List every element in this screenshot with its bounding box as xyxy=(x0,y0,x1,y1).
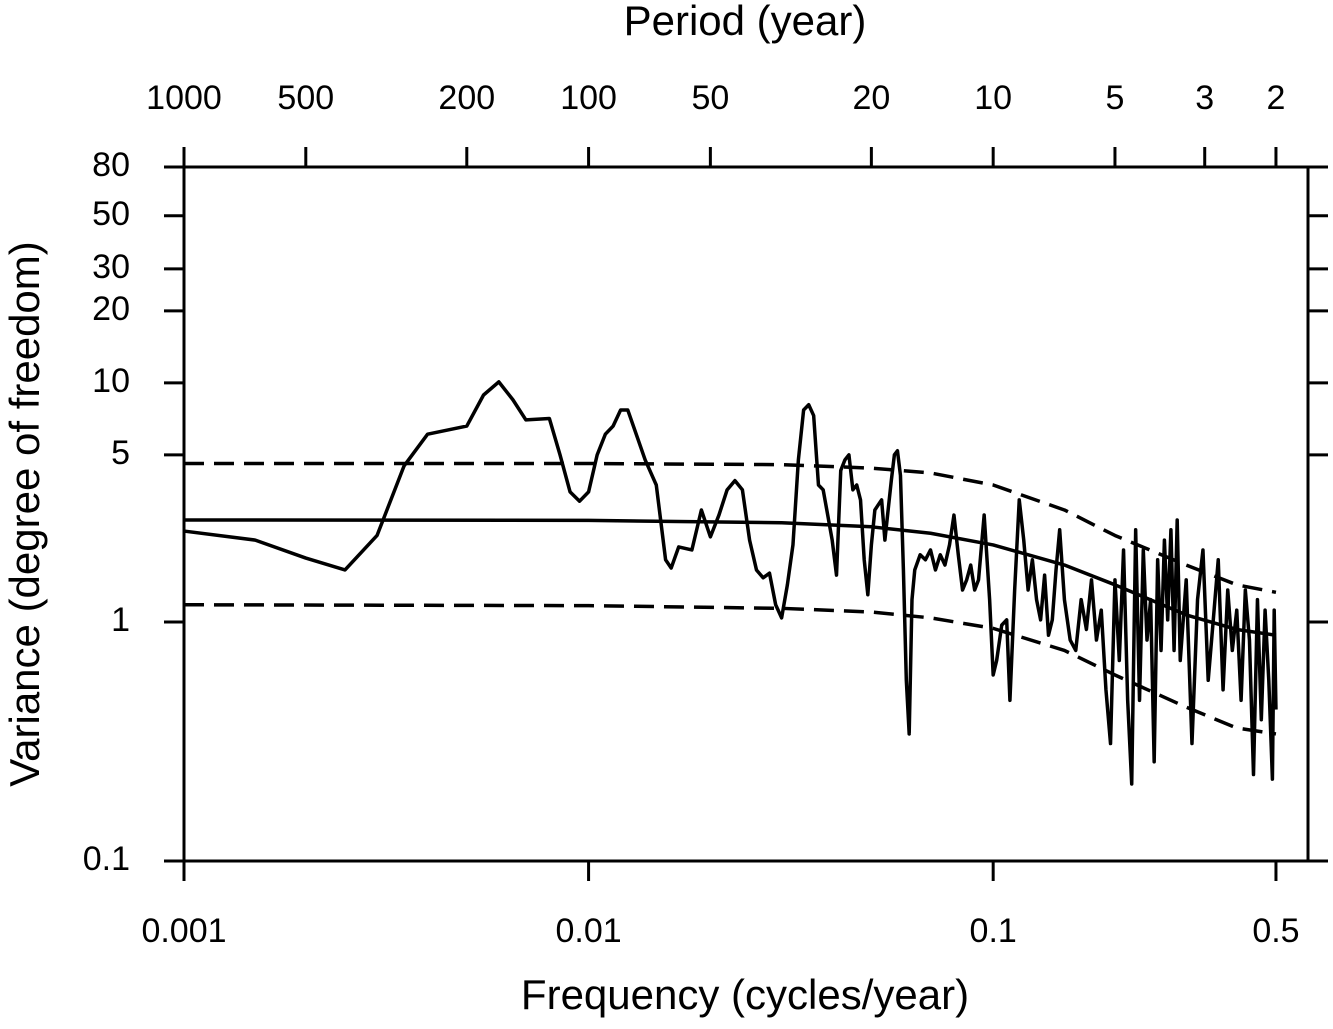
x-axis-title: Frequency (cycles/year) xyxy=(521,971,969,1018)
x2-tick-label: 10 xyxy=(974,79,1012,117)
x2-tick-label: 500 xyxy=(277,79,334,117)
x2-tick-label: 1000 xyxy=(146,79,222,117)
x-tick-label: 0.5 xyxy=(1252,912,1299,950)
x2-tick-label: 3 xyxy=(1195,79,1214,117)
x2-tick-label: 20 xyxy=(852,79,890,117)
dashed-line xyxy=(184,461,1277,595)
x2-tick-label: 200 xyxy=(438,79,495,117)
x2-tick-label: 5 xyxy=(1106,79,1125,117)
y-tick-label: 0.1 xyxy=(83,840,130,878)
x-tick-label: 0.1 xyxy=(970,912,1017,950)
y-tick-label: 30 xyxy=(92,248,130,286)
y-tick-label: 20 xyxy=(92,290,130,328)
x-tick-label: 0.001 xyxy=(141,912,226,950)
series-line xyxy=(183,518,1277,637)
x2-axis-title: Period (year) xyxy=(624,0,867,44)
x2-tick-label: 50 xyxy=(691,79,729,117)
x2-tick-label: 2 xyxy=(1267,79,1286,117)
y-axis-title: Variance (degree of freedom) xyxy=(1,241,48,787)
y-tick-label: 80 xyxy=(92,146,130,184)
plot-frame xyxy=(182,165,1310,863)
y-tick-label: 5 xyxy=(111,434,130,472)
x-tick-label: 0.01 xyxy=(555,912,621,950)
dashed-line xyxy=(183,603,1277,736)
y-tick-label: 10 xyxy=(92,362,130,400)
x2-tick-label: 100 xyxy=(560,79,617,117)
y-tick-label: 1 xyxy=(111,601,130,639)
y-tick-label: 50 xyxy=(92,195,130,233)
